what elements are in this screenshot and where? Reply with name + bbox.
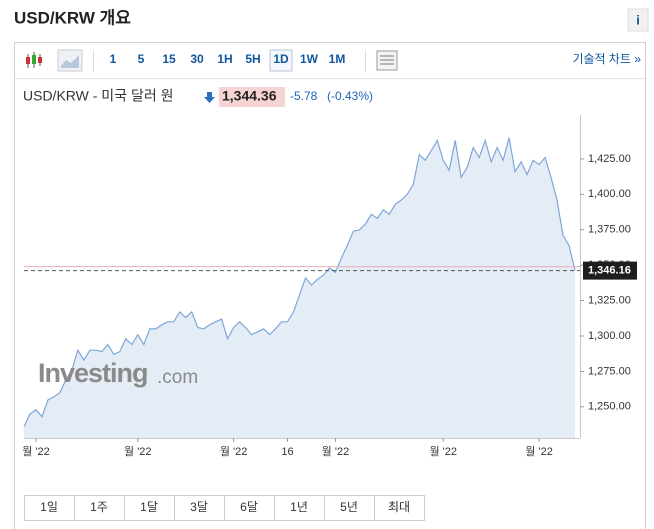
range-button-label[interactable]: 최대 xyxy=(388,500,410,514)
last-value-label: 1,346.16 xyxy=(588,265,631,277)
y-tick-label: 1,325.00 xyxy=(588,294,631,306)
range-button-label[interactable]: 3달 xyxy=(190,500,208,514)
down-arrow xyxy=(204,92,215,103)
range-button[interactable] xyxy=(174,495,225,521)
interval-button[interactable]: 1M xyxy=(329,52,346,66)
watermark: Investing xyxy=(38,358,148,388)
y-tick-label: 1,275.00 xyxy=(588,365,631,377)
x-tick-label: 16 xyxy=(281,446,293,458)
x-tick-label: 월 '22 xyxy=(22,445,50,458)
range-button-label[interactable]: 5년 xyxy=(340,500,358,514)
interval-button[interactable]: 1H xyxy=(217,52,232,66)
range-button-label[interactable]: 1달 xyxy=(140,500,158,514)
y-tick-label: 1,300.00 xyxy=(588,330,631,342)
technical-chart-link[interactable]: 기술적 차트 » xyxy=(572,52,641,66)
y-tick-label: 1,400.00 xyxy=(588,188,631,200)
x-tick-label: 월 '22 xyxy=(124,445,152,458)
range-button-label[interactable]: 1주 xyxy=(90,500,108,514)
interval-button[interactable]: 1D xyxy=(273,52,289,66)
interval-button[interactable]: 5H xyxy=(245,52,260,66)
price-highlight xyxy=(219,87,285,107)
interval-selected[interactable] xyxy=(269,49,293,72)
range-button[interactable] xyxy=(124,495,175,521)
quote-name: USD/KRW - 미국 달러 원 xyxy=(23,88,173,104)
x-tick-label: 월 '22 xyxy=(220,445,248,458)
last-value-box xyxy=(583,261,637,280)
info-button[interactable] xyxy=(627,8,649,32)
quote-price: 1,344.36 xyxy=(222,88,277,104)
interval-button[interactable]: 1 xyxy=(110,52,117,66)
x-tick-label: 월 '22 xyxy=(525,445,553,458)
area-icon-shape xyxy=(61,55,79,68)
interval-button[interactable]: 30 xyxy=(190,52,204,66)
interval-button[interactable]: 5 xyxy=(138,52,145,66)
interval-button[interactable]: 1W xyxy=(300,52,319,66)
info-icon[interactable]: i xyxy=(636,12,640,27)
watermark: .com xyxy=(157,367,198,388)
table-icon[interactable] xyxy=(376,50,398,71)
interval-button[interactable]: 15 xyxy=(162,52,176,66)
page-title: USD/KRW 개요 xyxy=(14,8,131,27)
price-line xyxy=(23,137,576,427)
area-fill xyxy=(24,137,575,438)
y-tick-label: 1,375.00 xyxy=(588,224,631,236)
candle-icon[interactable] xyxy=(26,52,42,68)
range-button-label[interactable]: 1년 xyxy=(290,500,308,514)
quote-change-percent: (-0.43%) xyxy=(327,89,373,103)
range-button[interactable] xyxy=(374,495,425,521)
x-tick-label: 월 '22 xyxy=(429,445,457,458)
y-tick-label: 1,425.00 xyxy=(588,153,631,165)
range-button[interactable] xyxy=(224,495,275,521)
range-button[interactable] xyxy=(324,495,375,521)
range-button-label[interactable]: 1일 xyxy=(40,500,58,514)
y-tick-label: 1,250.00 xyxy=(588,401,631,413)
range-button[interactable] xyxy=(74,495,125,521)
range-button-label[interactable]: 6달 xyxy=(240,500,258,514)
x-tick-label: 월 '22 xyxy=(322,445,350,458)
quote-change: -5.78 xyxy=(290,89,318,103)
widget-border xyxy=(14,42,646,529)
